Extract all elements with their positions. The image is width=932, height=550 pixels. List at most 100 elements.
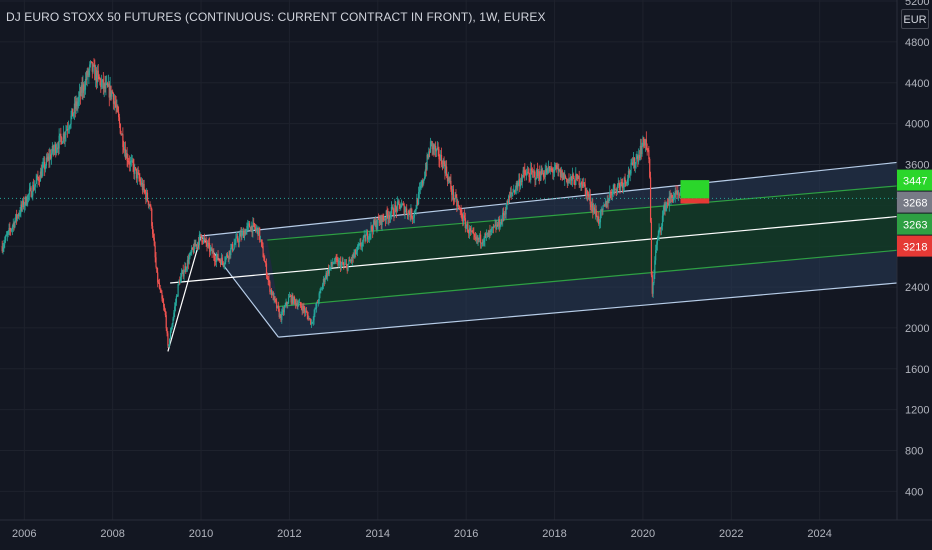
candle-body	[149, 204, 151, 207]
candle-body	[151, 208, 153, 226]
candle-body	[95, 70, 97, 81]
candle-body	[71, 108, 73, 116]
candle-body	[505, 209, 507, 215]
candle-body	[674, 191, 676, 197]
candle-body	[189, 252, 191, 258]
candle-body	[476, 236, 478, 241]
candle-body	[350, 260, 352, 262]
candle-body	[562, 173, 564, 180]
candle-body	[30, 187, 32, 197]
candle-body	[408, 210, 410, 214]
candle-body	[564, 176, 566, 179]
candle-body	[388, 216, 390, 220]
candle-body	[152, 225, 154, 235]
candle-body	[292, 295, 294, 304]
candle-body	[391, 206, 393, 208]
candle-body	[279, 314, 281, 317]
candle-body	[353, 254, 355, 258]
candle-body	[536, 169, 538, 180]
candle-body	[489, 230, 491, 232]
candle-body	[276, 305, 279, 308]
candle-body	[678, 194, 681, 196]
candle-body	[411, 209, 413, 219]
pitchfork-channel[interactable]	[167, 161, 898, 352]
candle-body	[621, 182, 623, 184]
candle-body	[333, 262, 336, 264]
candle-body	[591, 204, 593, 208]
y-tick-label: 800	[905, 446, 923, 458]
candle-body	[595, 209, 597, 216]
candle-body	[635, 158, 637, 164]
candle-body	[256, 227, 258, 229]
candle-body	[233, 244, 235, 249]
candle-body	[113, 101, 115, 104]
candle-body	[129, 162, 131, 165]
candle-body	[426, 155, 428, 170]
candle-body	[581, 182, 583, 185]
currency-button[interactable]: EUR	[901, 9, 929, 29]
candle-body	[610, 192, 612, 194]
candle-body	[434, 145, 437, 152]
candle-body	[472, 232, 474, 234]
candle-body	[90, 61, 93, 63]
candle-body	[663, 204, 665, 212]
candle-body	[80, 85, 82, 96]
candle-body	[229, 250, 231, 256]
candle-body	[546, 169, 548, 174]
candle-body	[141, 182, 144, 191]
candle-body	[98, 74, 100, 79]
candle-body	[413, 210, 415, 218]
candle-body	[585, 188, 587, 197]
candle-body	[542, 173, 544, 175]
candle-body	[311, 322, 313, 324]
candle-body	[625, 181, 627, 184]
candle-body	[143, 183, 145, 191]
candle-body	[329, 266, 331, 269]
position-boxes[interactable]	[680, 180, 710, 204]
candle-body	[385, 210, 387, 220]
candle-body	[37, 175, 39, 179]
candle-body	[31, 195, 33, 197]
candle-body	[344, 263, 347, 265]
candle-body	[44, 165, 47, 170]
candle-body	[19, 213, 21, 215]
candle-body	[637, 156, 639, 162]
candle-body	[531, 168, 533, 171]
candle-body	[38, 180, 41, 182]
candle-body	[560, 170, 562, 178]
candle-body	[33, 186, 36, 190]
candle-body	[593, 207, 596, 214]
candle-body	[327, 269, 329, 277]
candle-body	[351, 255, 353, 261]
candle-body	[344, 264, 346, 266]
candle-body	[315, 307, 317, 309]
candle-body	[170, 329, 172, 332]
candle-body	[440, 154, 443, 165]
candle-body	[200, 233, 202, 237]
candle-body	[251, 225, 253, 233]
candle-body	[352, 255, 354, 258]
candle-body	[273, 296, 275, 301]
candle-body	[514, 188, 517, 193]
candle-body	[301, 307, 303, 311]
candle-body	[498, 219, 500, 228]
candle-body	[319, 290, 321, 294]
candle-body	[55, 144, 57, 154]
candle-body	[551, 168, 553, 170]
y-tick-label: 400	[905, 486, 923, 498]
candle-body	[17, 215, 19, 217]
outer-channel-upper	[200, 161, 898, 237]
candle-body	[34, 183, 36, 187]
candle-body	[516, 182, 518, 188]
candle-body	[174, 306, 176, 313]
x-tick-label: 2018	[542, 528, 566, 540]
candle-body	[658, 229, 660, 235]
price-series	[0, 58, 897, 348]
candle-body	[524, 170, 526, 175]
candle-body	[127, 160, 129, 162]
candle-body	[242, 231, 244, 233]
x-tick-label: 2022	[719, 528, 743, 540]
candle-body	[172, 318, 174, 325]
candle-body	[396, 201, 398, 212]
